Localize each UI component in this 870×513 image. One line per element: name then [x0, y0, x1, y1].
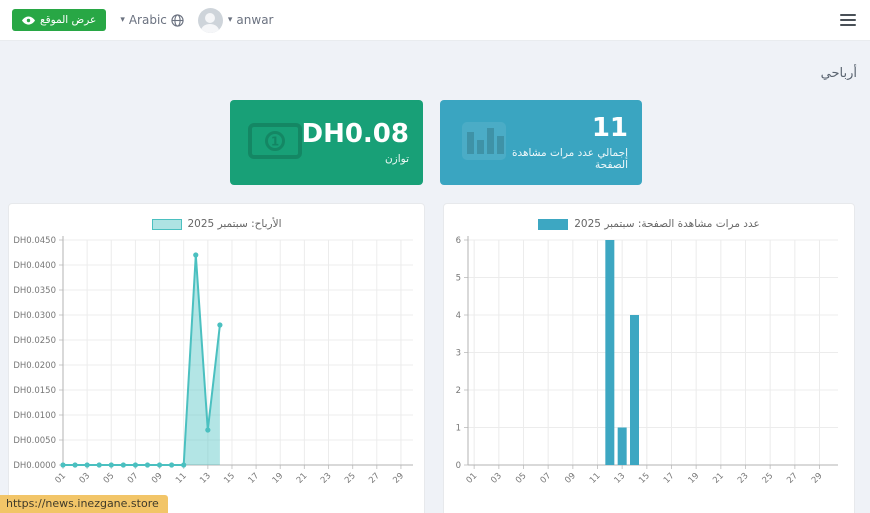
svg-text:01: 01	[465, 471, 480, 486]
svg-text:23: 23	[319, 471, 334, 486]
earnings-legend-label: الأرباح: سبتمبر 2025	[187, 218, 282, 230]
username-label: anwar	[236, 13, 274, 27]
svg-text:1: 1	[456, 424, 461, 434]
svg-text:07: 07	[539, 471, 554, 486]
svg-text:23: 23	[736, 471, 751, 486]
svg-text:DH0.0100: DH0.0100	[13, 411, 56, 421]
language-dropdown[interactable]: ▾ Arabic	[120, 13, 184, 27]
svg-text:09: 09	[563, 471, 578, 486]
avatar-head-shape	[205, 12, 216, 23]
svg-text:29: 29	[391, 471, 406, 486]
balance-stat-card: DH0.08 توازن 1	[230, 100, 423, 185]
svg-text:DH0.0000: DH0.0000	[13, 461, 56, 471]
language-label: Arabic	[128, 13, 167, 27]
svg-text:19: 19	[271, 471, 286, 486]
svg-text:27: 27	[785, 471, 800, 486]
svg-text:07: 07	[126, 471, 141, 486]
svg-text:DH0.0150: DH0.0150	[13, 386, 56, 396]
svg-text:05: 05	[102, 471, 117, 486]
svg-text:21: 21	[711, 471, 726, 486]
svg-text:DH0.0200: DH0.0200	[13, 361, 56, 371]
svg-text:27: 27	[367, 471, 382, 486]
top-navbar: عرض الموقع ▾ Arabic ▾ anwar	[0, 0, 870, 41]
svg-text:DH0.0350: DH0.0350	[13, 286, 56, 296]
svg-text:15: 15	[637, 471, 652, 486]
page-title: أرباحي	[820, 66, 857, 81]
svg-text:DH0.0300: DH0.0300	[13, 311, 56, 321]
chevron-down-icon: ▾	[227, 14, 233, 25]
avatar-body-shape	[201, 23, 220, 33]
page-views-stat-card: 11 إجمالي عدد مرات مشاهدة الصفحة	[440, 100, 642, 185]
page-views-value: 11	[591, 113, 628, 144]
view-site-button[interactable]: عرض الموقع	[12, 9, 107, 31]
svg-text:21: 21	[295, 471, 310, 486]
svg-text:29: 29	[810, 471, 825, 486]
svg-text:13: 13	[613, 471, 628, 486]
browser-status-url: https://news.inezgane.store	[0, 495, 168, 513]
svg-text:6: 6	[456, 236, 461, 246]
earnings-area-chart: DH0.0000 DH0.0050 DH0.0100 DH0.0150 DH0.0200…	[13, 236, 413, 486]
eye-icon	[22, 15, 35, 25]
svg-text:DH0.0250: DH0.0250	[13, 336, 56, 346]
svg-text:11: 11	[588, 471, 603, 486]
svg-text:5: 5	[456, 274, 461, 284]
svg-text:17: 17	[662, 471, 677, 486]
user-menu[interactable]: ▾ anwar	[228, 13, 274, 27]
views-chart-legend[interactable]: عدد مرات مشاهدة الصفحة: سبتمبر 2025	[444, 216, 854, 232]
svg-text:01: 01	[53, 471, 68, 486]
svg-text:03: 03	[489, 471, 504, 486]
svg-text:09: 09	[150, 471, 165, 486]
svg-text:2: 2	[456, 386, 461, 396]
svg-text:0: 0	[456, 461, 461, 471]
earnings-chart-legend[interactable]: الأرباح: سبتمبر 2025	[9, 216, 424, 232]
hamburger-menu-button[interactable]	[838, 10, 858, 30]
svg-text:11: 11	[174, 471, 189, 486]
globe-icon	[171, 13, 184, 27]
svg-text:03: 03	[78, 471, 93, 486]
svg-text:DH0.0450: DH0.0450	[13, 236, 56, 246]
balance-value: DH0.08	[301, 119, 410, 150]
svg-text:DH0.0400: DH0.0400	[13, 261, 56, 271]
svg-text:DH0.0050: DH0.0050	[13, 436, 56, 446]
page-views-label: إجمالي عدد مرات مشاهدة الصفحة	[511, 146, 628, 171]
views-legend-label: عدد مرات مشاهدة الصفحة: سبتمبر 2025	[574, 218, 760, 230]
view-site-label: عرض الموقع	[40, 14, 97, 26]
balance-label: توازن	[384, 152, 409, 165]
user-avatar[interactable]	[197, 7, 223, 33]
svg-text:17: 17	[246, 471, 261, 486]
chevron-down-icon: ▾	[120, 14, 125, 25]
svg-text:15: 15	[222, 471, 237, 486]
svg-text:3: 3	[456, 349, 461, 359]
svg-text:25: 25	[343, 471, 358, 486]
svg-text:4: 4	[456, 311, 461, 321]
svg-text:1: 1	[270, 134, 278, 148]
svg-text:05: 05	[514, 471, 529, 486]
views-legend-swatch	[538, 218, 569, 230]
money-bill-icon: 1	[247, 122, 302, 164]
svg-text:13: 13	[198, 471, 213, 486]
earnings-chart-card: الأرباح: سبتمبر 2025 DH0.0000 DH0.0050 DH0…	[8, 203, 425, 513]
svg-text:19: 19	[687, 471, 702, 486]
svg-text:25: 25	[761, 471, 776, 486]
bar-chart-icon	[458, 118, 510, 168]
earnings-legend-swatch	[151, 218, 182, 230]
